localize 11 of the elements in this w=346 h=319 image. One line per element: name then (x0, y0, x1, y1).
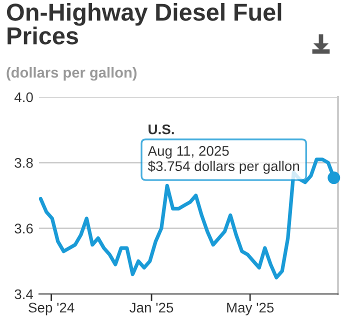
x-tick-label: Sep '24 (28, 302, 74, 316)
x-tick-label: Jan '25 (130, 302, 174, 313)
annotation: Aug 11, 2025 $3.754 dollars per gallon (148, 146, 299, 174)
y-tick-label: 3.8 (14, 158, 33, 168)
y-tick-label: 4.0 (14, 92, 33, 102)
chart-subtitle: (dollars per gallon) (6, 67, 137, 81)
x-tick-label: May '25 (227, 302, 274, 316)
text: U.S. (148, 124, 174, 134)
y-tick-label: 3.4 (14, 289, 34, 300)
y-tick-label: 3.6 (14, 224, 33, 234)
chart-title: On-Highway Diesel Fuel Prices (7, 3, 282, 44)
